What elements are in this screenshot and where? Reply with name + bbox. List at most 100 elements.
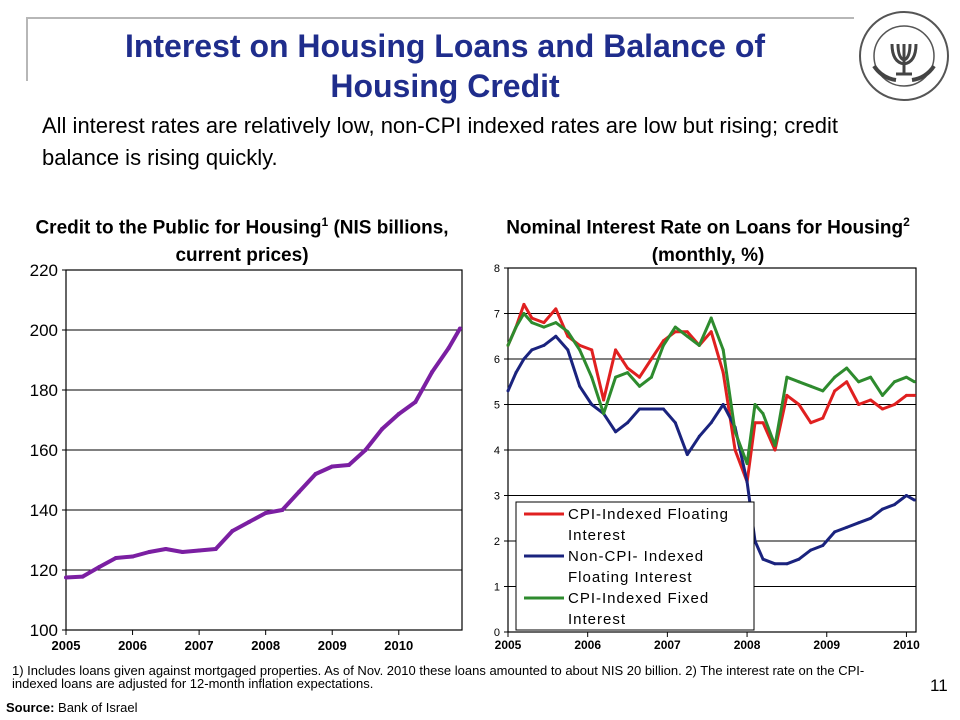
data-point-1 <box>363 448 368 452</box>
data-point-3 <box>590 375 594 379</box>
data-point-1 <box>845 380 849 384</box>
data-point-2 <box>626 421 630 425</box>
data-point-2 <box>578 384 582 388</box>
data-point-1 <box>626 366 630 370</box>
data-point-1 <box>773 448 777 452</box>
data-point-3 <box>685 334 689 338</box>
data-point-3 <box>857 380 861 384</box>
y-tick-label: 4 <box>494 445 500 457</box>
legend-label: CPI-Indexed Fixed <box>568 590 709 607</box>
data-point-3 <box>912 380 916 384</box>
data-point-3 <box>566 330 570 334</box>
data-point-1 <box>313 472 318 476</box>
data-point-2 <box>821 544 825 548</box>
data-point-1 <box>590 348 594 352</box>
data-point-3 <box>542 325 546 329</box>
data-point-1 <box>213 547 218 551</box>
data-point-3 <box>892 380 896 384</box>
plot-frame <box>507 267 917 633</box>
data-point-3 <box>733 430 737 434</box>
data-point-2 <box>514 371 518 375</box>
data-point-1 <box>296 490 301 494</box>
data-point-1 <box>614 348 618 352</box>
y-tick-label: 140 <box>30 501 58 520</box>
y-tick-label: 1 <box>494 581 500 593</box>
x-tick-label: 2010 <box>893 638 920 652</box>
plot-frame <box>65 269 463 631</box>
data-point-3 <box>809 384 813 388</box>
data-point-1 <box>761 421 765 425</box>
data-point-1 <box>80 574 85 579</box>
data-point-2 <box>709 421 713 425</box>
data-point-1 <box>346 463 351 467</box>
interest-chart: 0 1 2 3 4 5 6 7 8 2005 2006 2007 2008 2009 2010 CPI-Ind… <box>494 263 920 652</box>
x-tick-label: 2008 <box>251 638 280 653</box>
data-point-3 <box>709 316 713 320</box>
data-point-1 <box>753 421 757 425</box>
data-point-3 <box>673 325 677 329</box>
data-point-1 <box>554 307 558 311</box>
data-point-3 <box>578 348 582 352</box>
data-point-1 <box>904 393 908 397</box>
data-point-1 <box>821 416 825 420</box>
data-point-1 <box>97 565 102 569</box>
legend-label: Non-CPI- Indexed <box>568 548 704 565</box>
data-point-2 <box>649 407 653 411</box>
data-point-2 <box>912 498 916 502</box>
data-point-1 <box>263 511 268 515</box>
data-point-3 <box>785 375 789 379</box>
data-point-3 <box>522 312 526 315</box>
bank-of-israel-logo <box>859 11 949 101</box>
data-point-1 <box>458 326 463 331</box>
data-point-2 <box>845 525 849 529</box>
data-point-1 <box>809 421 813 425</box>
data-point-1 <box>721 371 725 375</box>
data-point-1 <box>64 575 68 580</box>
y-tick-label: 220 <box>30 261 58 280</box>
data-point-2 <box>833 530 837 534</box>
data-point-1 <box>869 398 873 402</box>
data-point-1 <box>602 398 606 402</box>
data-point-1 <box>892 403 896 406</box>
y-tick-label: 0 <box>494 627 500 639</box>
page-number: 11 <box>930 676 948 695</box>
data-point-2 <box>554 334 558 338</box>
data-point-2 <box>797 557 801 561</box>
data-point-2 <box>904 494 908 497</box>
data-point-2 <box>773 562 777 566</box>
data-point-3 <box>797 380 801 384</box>
data-point-3 <box>506 343 510 347</box>
data-point-2 <box>721 403 725 406</box>
chart2-title: Nominal Interest Rate on Loans for Housi… <box>506 215 910 267</box>
data-point-1 <box>280 508 285 512</box>
data-point-3 <box>833 375 837 379</box>
y-tick-label: 7 <box>494 308 500 320</box>
data-point-1 <box>413 400 418 404</box>
x-tick-label: 2006 <box>118 638 147 653</box>
y-tick-label: 180 <box>30 381 58 400</box>
footnote: 1) Includes loans given against mortgage… <box>12 663 865 691</box>
data-point-1 <box>230 529 235 533</box>
data-point-2 <box>857 521 861 525</box>
data-point-2 <box>614 430 618 434</box>
x-tick-label: 2005 <box>52 638 81 653</box>
data-point-2 <box>745 480 749 484</box>
data-point-1 <box>330 464 335 469</box>
data-point-3 <box>602 412 606 416</box>
data-point-3 <box>554 321 558 325</box>
data-point-3 <box>761 412 765 416</box>
legend-label: CPI-Indexed Floating <box>568 506 729 523</box>
slide-subtitle: All interest rates are relatively low, n… <box>42 113 839 170</box>
x-tick-label: 2008 <box>734 638 761 652</box>
data-point-3 <box>821 389 825 393</box>
data-point-1 <box>446 346 451 350</box>
data-point-1 <box>530 316 534 320</box>
y-tick-label: 160 <box>30 441 58 460</box>
data-point-3 <box>637 384 641 388</box>
data-point-2 <box>761 557 765 561</box>
x-tick-label: 2009 <box>813 638 840 652</box>
data-point-3 <box>661 343 665 347</box>
x-tick-label: 2005 <box>495 638 522 652</box>
legend-label: Interest <box>568 611 626 628</box>
data-point-1 <box>247 520 252 524</box>
